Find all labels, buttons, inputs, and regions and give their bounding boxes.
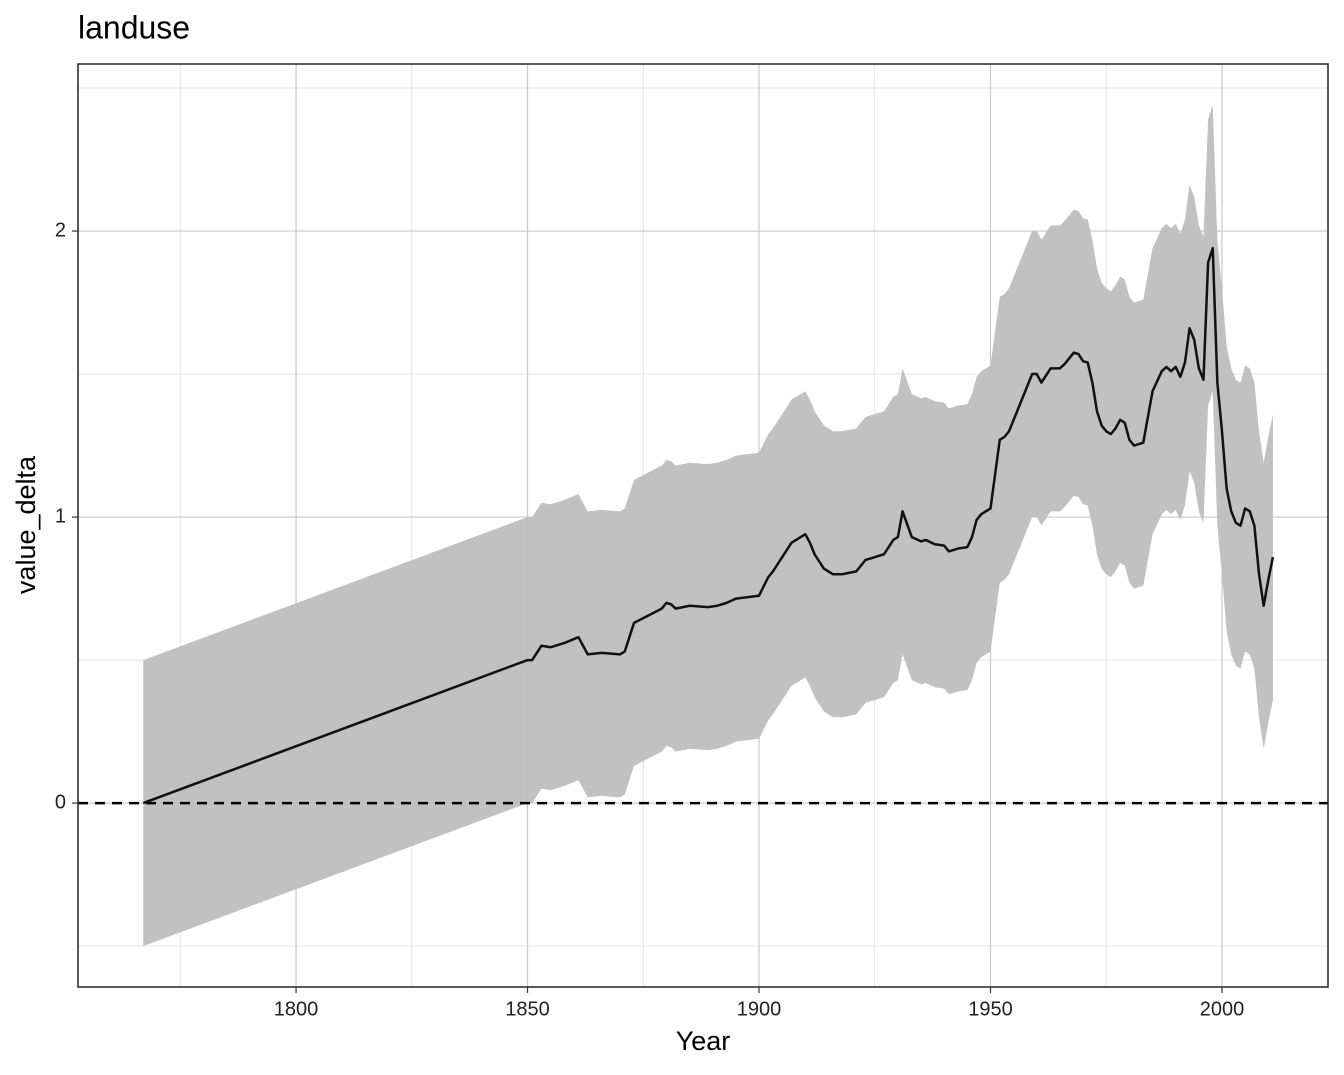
x-tick-label: 1900 (737, 998, 782, 1020)
x-tick-label: 1800 (274, 998, 319, 1020)
x-tick-label: 1850 (505, 998, 550, 1020)
x-tick-label: 2000 (1200, 998, 1245, 1020)
ribbon (143, 105, 1273, 947)
chart-title: landuse (78, 9, 190, 45)
x-axis-label: Year (676, 1026, 731, 1056)
plot-border (77, 63, 1329, 988)
y-axis-label: value_delta (11, 455, 41, 594)
x-tick-label: 1950 (968, 998, 1013, 1020)
y-tick-label: 1 (55, 505, 66, 527)
y-tick-label: 2 (55, 219, 66, 241)
y-tick-label: 0 (55, 791, 66, 813)
line (142, 246, 1275, 805)
